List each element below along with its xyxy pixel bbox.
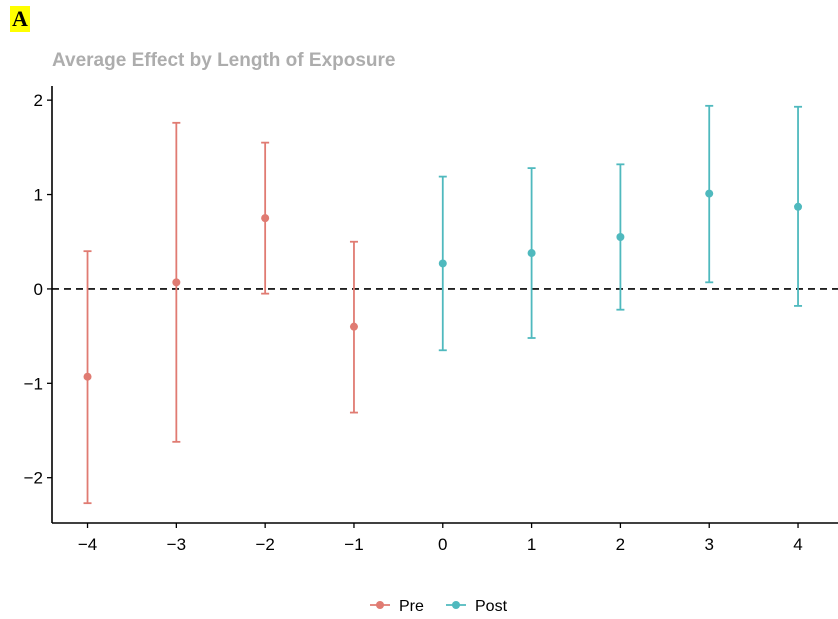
y-tick-label: 1 — [34, 186, 43, 205]
point-estimate — [261, 214, 270, 223]
x-tick-label: −3 — [167, 535, 186, 554]
chart-title: Average Effect by Length of Exposure — [52, 50, 396, 71]
legend-label: Post — [475, 598, 508, 615]
point-estimate — [83, 372, 92, 381]
x-tick-label: 1 — [527, 535, 536, 554]
legend-item-post: Post — [446, 598, 508, 615]
point-estimate — [438, 259, 447, 268]
legend-item-pre: Pre — [370, 598, 424, 615]
x-tick-label: 4 — [793, 535, 802, 554]
legend-key-point — [376, 601, 384, 609]
point-estimate — [349, 322, 358, 331]
y-tick-label: −1 — [24, 374, 43, 393]
legend-label: Pre — [399, 598, 424, 615]
legend-key-point — [452, 601, 460, 609]
point-estimate — [616, 233, 625, 242]
point-estimate — [794, 202, 803, 211]
x-tick-label: −2 — [255, 535, 274, 554]
x-tick-label: −1 — [344, 535, 363, 554]
point-estimate — [527, 249, 536, 258]
series-pre — [83, 121, 358, 505]
x-tick-label: 2 — [616, 535, 625, 554]
x-tick-label: 0 — [438, 535, 447, 554]
axes: −2 −1 0 1 2 −4 −3 −2 −1 0 1 2 3 4 — [24, 86, 838, 554]
y-tick-label: 0 — [34, 280, 43, 299]
point-estimate — [705, 189, 714, 198]
y-tick-label: −2 — [24, 469, 43, 488]
series-post — [438, 104, 803, 352]
x-tick-label: 3 — [704, 535, 713, 554]
y-tick-label: 2 — [34, 91, 43, 110]
x-tick-label: −4 — [78, 535, 97, 554]
legend: Pre Post — [370, 598, 508, 615]
point-estimate — [172, 278, 181, 287]
panel-label: A — [10, 6, 30, 32]
marks — [83, 104, 803, 505]
